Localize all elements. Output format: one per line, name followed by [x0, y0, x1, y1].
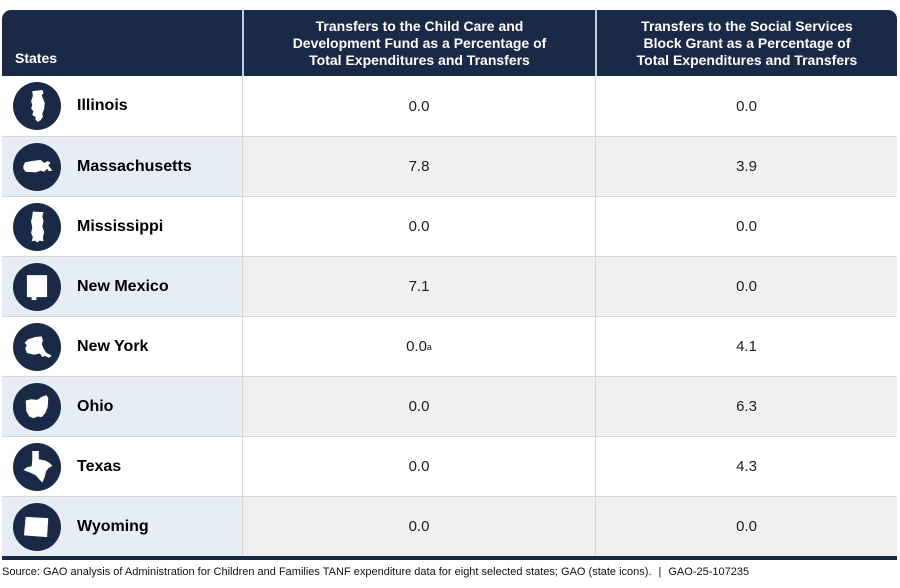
state-name: New York — [77, 337, 149, 355]
table-bottom-border — [2, 556, 897, 560]
ssbg-value-text: 3.9 — [736, 158, 757, 175]
texas-state-icon — [13, 442, 61, 491]
ccdf-value: 0.0 — [242, 76, 595, 136]
ssbg-value-text: 0.0 — [736, 97, 757, 115]
state-name: Massachusetts — [77, 157, 192, 175]
ssbg-value: 0.0 — [595, 76, 897, 136]
table-row: Massachusetts 7.8 3.9 — [2, 136, 897, 196]
source-note: Source: GAO analysis of Administration f… — [2, 566, 749, 578]
mississippi-state-icon — [13, 202, 61, 251]
state-name: Texas — [77, 457, 122, 475]
table-header-row: States Transfers to the Child Care and D… — [2, 10, 897, 76]
state-name: New Mexico — [77, 277, 169, 295]
ssbg-value: 6.3 — [595, 377, 897, 436]
state-cell: Mississippi — [2, 197, 242, 256]
ccdf-value: 0.0 — [242, 437, 595, 496]
ssbg-value: 3.9 — [595, 137, 897, 196]
state-name: Wyoming — [77, 517, 149, 535]
state-cell: Massachusetts — [2, 137, 242, 196]
ssbg-value-text: 0.0 — [736, 218, 757, 235]
table-row: Texas 0.0 4.3 — [2, 436, 897, 496]
header-cell-ssbg: Transfers to the Social Services Block G… — [595, 10, 897, 76]
table-row: Ohio 0.0 6.3 — [2, 376, 897, 436]
ssbg-value-text: 4.1 — [736, 338, 757, 355]
ccdf-value-text: 0.0 — [408, 97, 430, 115]
ohio-state-icon — [13, 382, 61, 431]
ssbg-value: 0.0 — [595, 257, 897, 316]
state-cell: New Mexico — [2, 257, 242, 316]
ccdf-value-text: 7.8 — [408, 158, 430, 175]
ccdf-value-text: 0.0 — [408, 518, 430, 535]
table-row: Mississippi 0.0 0.0 — [2, 196, 897, 256]
states-transfers-table: States Transfers to the Child Care and D… — [2, 10, 897, 560]
ssbg-value-text: 4.3 — [736, 458, 757, 475]
pipe-separator: | — [658, 566, 662, 578]
table-row: New Mexico 7.1 0.0 — [2, 256, 897, 316]
state-cell: New York — [2, 317, 242, 376]
ccdf-value-text: 0.0 — [408, 458, 430, 475]
report-number: GAO-25-107235 — [668, 566, 750, 578]
ssbg-value-text: 6.3 — [736, 398, 757, 415]
header-cell-ccdf: Transfers to the Child Care and Developm… — [242, 10, 595, 76]
table-body: Illinois 0.0 0.0 Massachusetts 7.8 3.9 M… — [2, 76, 897, 556]
header-cell-states: States — [15, 50, 58, 66]
ccdf-value: 0.0 a — [242, 317, 595, 376]
wyoming-state-icon — [13, 502, 61, 551]
ssbg-value: 0.0 — [595, 197, 897, 256]
state-name: Illinois — [77, 97, 128, 114]
table-row: Illinois 0.0 0.0 — [2, 76, 897, 136]
state-name: Ohio — [77, 397, 114, 415]
ccdf-value-text: 0.0 — [408, 218, 430, 235]
ccdf-value-text: 0.0 — [408, 398, 430, 415]
table-row: New York 0.0 a 4.1 — [2, 316, 897, 376]
ssbg-value-text: 0.0 — [736, 518, 757, 535]
state-cell: Wyoming — [2, 497, 242, 556]
ssbg-value: 4.3 — [595, 437, 897, 496]
new-york-state-icon — [13, 322, 61, 371]
ssbg-value-text: 0.0 — [736, 278, 757, 295]
ccdf-value: 0.0 — [242, 377, 595, 436]
ccdf-value: 0.0 — [242, 497, 595, 556]
massachusetts-state-icon — [13, 142, 61, 191]
ccdf-value-text: 7.1 — [408, 278, 430, 295]
ccdf-value: 0.0 — [242, 197, 595, 256]
ccdf-value: 7.8 — [242, 137, 595, 196]
source-text: Source: GAO analysis of Administration f… — [2, 566, 652, 578]
state-cell: Illinois — [2, 76, 242, 136]
table-row: Wyoming 0.0 0.0 — [2, 496, 897, 556]
ssbg-value: 4.1 — [595, 317, 897, 376]
new-mexico-state-icon — [13, 262, 61, 311]
state-cell: Texas — [2, 437, 242, 496]
illinois-state-icon — [13, 82, 61, 130]
ccdf-value-text: 0.0 — [406, 338, 427, 355]
ssbg-value: 0.0 — [595, 497, 897, 556]
state-name: Mississippi — [77, 217, 164, 235]
state-cell: Ohio — [2, 377, 242, 436]
ccdf-value: 7.1 — [242, 257, 595, 316]
